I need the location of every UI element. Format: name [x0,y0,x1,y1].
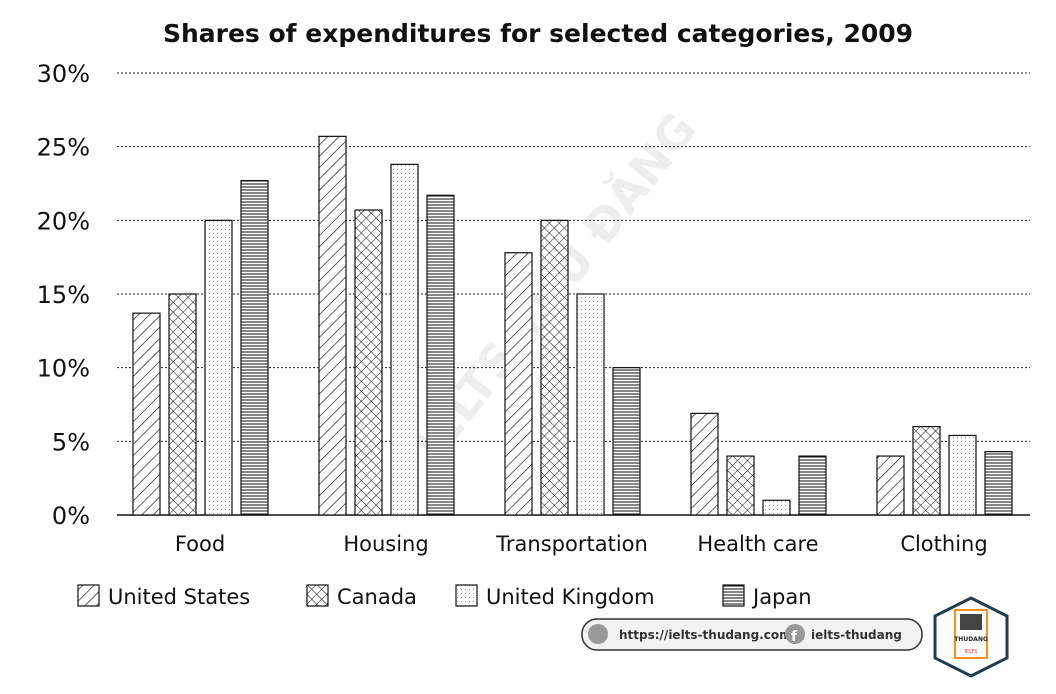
y-tick-label: 5% [52,428,90,456]
legend-swatch [306,584,329,607]
bar-canada-transportation [540,219,569,516]
y-tick-label: 30% [37,60,90,88]
bar-japan-clothing [984,451,1013,516]
bar-canada-food [168,293,197,516]
footer-bar: https://ielts-thudang.com f ielts-thudan… [581,618,923,651]
facebook-glyph: f [791,629,798,645]
bar-united-states-housing [318,135,347,516]
x-tick-label: Housing [343,532,428,556]
x-tick-label: Food [175,532,225,556]
logo-text: THUDANG [954,636,988,643]
bar-canada-housing [354,209,383,516]
globe-icon [588,624,608,644]
bar-united-kingdom-housing [390,163,419,516]
x-tick-label: Transportation [495,532,648,556]
bar-japan-health-care [798,455,827,516]
facebook-link[interactable]: ielts-thudang [811,628,902,642]
website-link[interactable]: https://ielts-thudang.com [619,628,792,642]
y-tick-label: 20% [37,207,90,235]
bar-japan-housing [426,194,455,516]
x-tick-label: Health care [697,532,818,556]
bar-united-states-transportation [504,252,533,516]
bar-canada-health-care [726,455,755,516]
y-tick-label: 0% [52,502,90,530]
legend-label: Japan [751,585,812,609]
legend-label: Canada [337,585,417,609]
book-icon [960,614,982,630]
bar-united-kingdom-clothing [948,434,977,516]
facebook-icon [785,624,805,644]
y-tick-label: 10% [37,355,90,383]
legend-label: United States [108,585,250,609]
bar-united-states-clothing [876,455,905,516]
legend-swatch [722,584,745,607]
legend-swatch [77,584,100,607]
bar-united-kingdom-transportation [576,293,605,516]
bar-japan-transportation [612,367,641,516]
x-tick-label: Clothing [900,532,987,556]
chart-title: Shares of expenditures for selected cate… [163,19,913,48]
legend-label: United Kingdom [486,585,655,609]
bar-japan-food [240,179,269,516]
y-tick-label: 25% [37,134,90,162]
logo: THUDANG IELTS [933,596,1009,678]
bar-united-states-food [132,312,161,516]
y-tick-label: 15% [37,281,90,309]
bar-canada-clothing [912,426,941,516]
bar-united-kingdom-health-care [762,499,791,516]
legend-swatch [455,584,478,607]
bar-united-states-health-care [690,412,719,516]
logo-sub: IELTS [965,649,978,655]
bar-united-kingdom-food [204,219,233,516]
